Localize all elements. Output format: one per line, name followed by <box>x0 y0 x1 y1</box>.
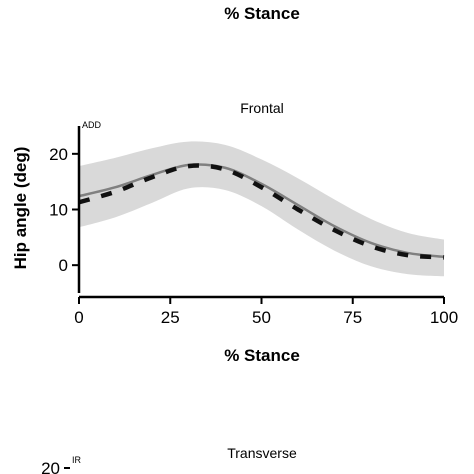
frontal-x-ticks: 0 25 50 75 100 <box>74 297 458 327</box>
transverse-direction-label: IR <box>72 455 82 465</box>
y-tick-label: 10 <box>49 201 68 220</box>
frontal-dashed-line <box>78 163 445 260</box>
y-tick-label: 0 <box>59 256 68 275</box>
x-tick-label: 25 <box>161 308 180 327</box>
transverse-y-tick-label: 20 <box>41 459 60 474</box>
x-tick-label: 75 <box>343 308 362 327</box>
x-tick-label: 0 <box>74 308 83 327</box>
x-tick-label: 100 <box>430 308 458 327</box>
frontal-y-ticks: 0 10 20 <box>49 145 79 275</box>
y-tick-label: 20 <box>49 145 68 164</box>
frontal-direction-label: ADD <box>82 120 102 130</box>
frontal-chart: Frontal ADD Hip angle (deg) % Stance 0 10… <box>11 100 458 365</box>
frontal-y-axis-label: Hip angle (deg) <box>11 147 30 270</box>
transverse-chart-title: Transverse <box>227 445 297 461</box>
frontal-variance-band <box>79 141 444 277</box>
transverse-chart: Transverse 20 IR <box>41 445 297 474</box>
frontal-x-axis-label: % Stance <box>224 346 300 365</box>
frontal-mean-line <box>78 163 445 259</box>
x-tick-label: 50 <box>252 308 271 327</box>
top-x-axis-label: % Stance <box>224 4 300 23</box>
frontal-chart-title: Frontal <box>240 100 284 116</box>
